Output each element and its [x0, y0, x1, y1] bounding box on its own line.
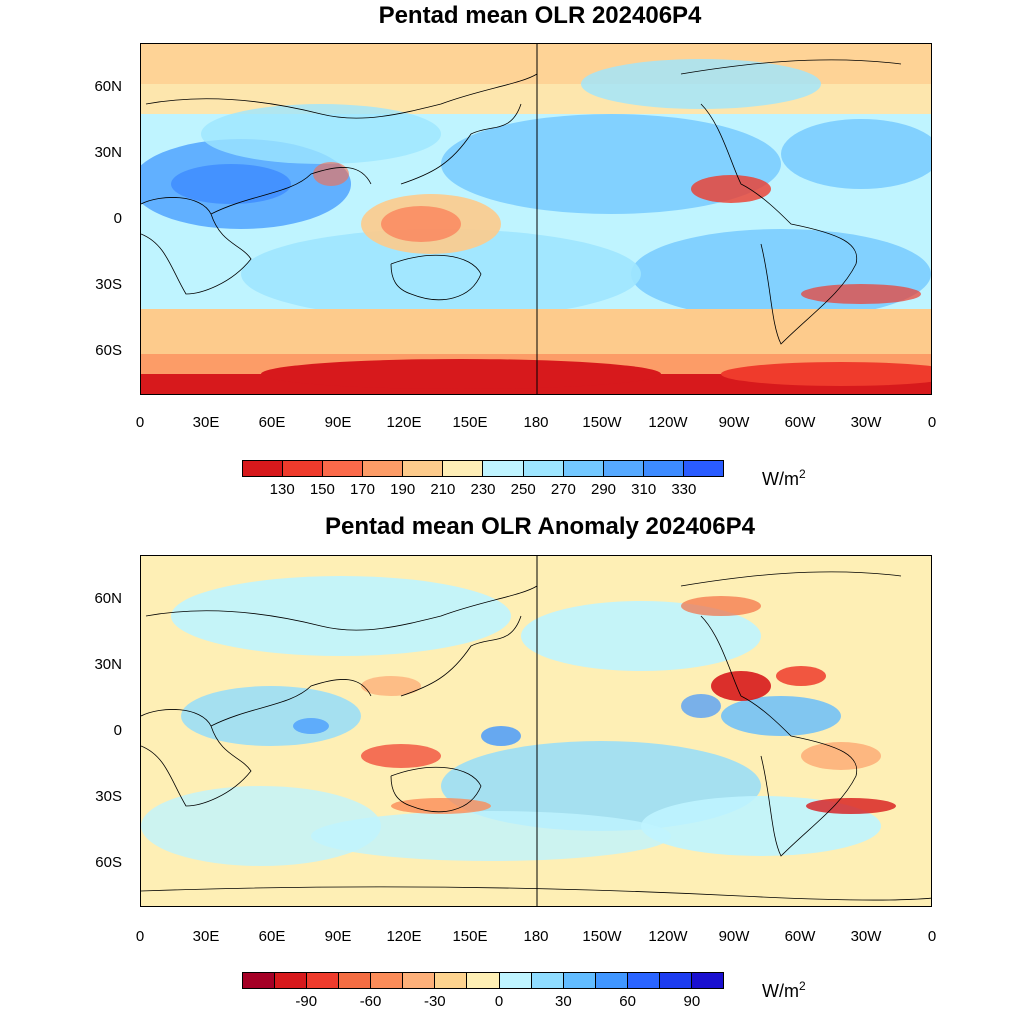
colorbar-swatch [691, 973, 723, 988]
colorbar-swatch [363, 461, 404, 476]
lon-label: 180 [523, 928, 549, 945]
colorbar-swatch [523, 461, 564, 476]
lon-label: 60W [784, 928, 816, 945]
colorbar-swatch [371, 973, 404, 988]
lon-label: 60E [258, 928, 286, 945]
colorbar-tick-label: 90 [683, 993, 701, 1010]
lon-label: 150E [452, 928, 488, 945]
lat-label: 60N [94, 78, 122, 95]
lon-label: 90E [324, 414, 352, 431]
colorbar-swatch [403, 461, 444, 476]
colorbar-swatch [683, 461, 723, 476]
colorbar-tick-label: 270 [550, 481, 576, 498]
colorbar-swatch [283, 461, 324, 476]
colorbar-tick-label: 290 [590, 481, 617, 498]
colorbar-unit: W/m2 [762, 467, 806, 489]
colorbar-swatch [275, 973, 308, 988]
lon-label: 120W [648, 414, 688, 431]
colorbar-swatch [307, 973, 340, 988]
colorbar-tick-label: 150 [309, 481, 335, 498]
lat-label: 0 [113, 722, 122, 739]
lon-label: 90E [324, 928, 352, 945]
lat-label: 30N [94, 656, 122, 673]
colorbar-swatch [403, 973, 436, 988]
colorbar-tick-label: 190 [390, 481, 416, 498]
colorbar-swatch [643, 461, 684, 476]
colorbar-swatch [467, 973, 500, 988]
olr-map [141, 44, 931, 394]
colorbar-tick-label: 210 [430, 481, 456, 498]
colorbar [242, 972, 724, 989]
lat-label: 30S [95, 788, 122, 805]
lon-label: 30E [192, 414, 220, 431]
panel-title: Pentad mean OLR Anomaly 202406P4 [325, 513, 755, 540]
map-plot [140, 43, 932, 395]
colorbar-tick-label: 310 [631, 481, 657, 498]
colorbar-swatch [595, 973, 628, 988]
panel-title: Pentad mean OLR 202406P4 [378, 2, 702, 29]
colorbar-tick-label: -60 [359, 993, 382, 1010]
lat-label: 60S [95, 342, 122, 359]
lat-label: 30N [94, 144, 122, 161]
colorbar-swatch [627, 973, 660, 988]
lon-label: 150E [452, 414, 488, 431]
colorbar-tick-label: 170 [349, 481, 376, 498]
colorbar-swatch [443, 461, 484, 476]
lon-label: 0 [135, 928, 145, 945]
olr-anomaly-map [141, 556, 931, 906]
colorbar-tick-label: 250 [510, 481, 536, 498]
lon-label: 30E [192, 928, 220, 945]
colorbar-swatch [435, 973, 468, 988]
colorbar-swatch [531, 973, 564, 988]
colorbar-swatch [563, 461, 604, 476]
lon-label: 90W [718, 928, 750, 945]
lon-label: 30W [850, 414, 882, 431]
colorbar-swatch [483, 461, 524, 476]
lon-label: 120W [648, 928, 688, 945]
lon-label: 180 [523, 414, 549, 431]
colorbar [242, 460, 724, 477]
lon-label: 0 [927, 928, 937, 945]
lat-label: 30S [95, 276, 122, 293]
lon-label: 150W [582, 414, 622, 431]
lon-label: 0 [135, 414, 145, 431]
lat-label: 60N [94, 590, 122, 607]
colorbar-swatch [659, 973, 692, 988]
lon-label: 150W [582, 928, 622, 945]
colorbar-swatch [323, 461, 364, 476]
lon-label: 90W [718, 414, 750, 431]
lat-label: 0 [113, 210, 122, 227]
lon-label: 30W [850, 928, 882, 945]
colorbar-swatch [499, 973, 532, 988]
colorbar-tick-label: -90 [295, 993, 318, 1010]
lon-label: 0 [927, 414, 937, 431]
lon-label: 60E [258, 414, 286, 431]
colorbar-tick-label: 30 [554, 993, 572, 1010]
colorbar-swatch [339, 973, 372, 988]
colorbar-tick-label: 230 [470, 481, 496, 498]
colorbar-tick-label: 60 [619, 993, 636, 1010]
colorbar-unit: W/m2 [762, 979, 806, 1001]
colorbar-tick-label: 330 [671, 481, 697, 498]
lat-label: 60S [95, 854, 122, 871]
lon-label: 120E [386, 414, 422, 431]
colorbar-swatch [243, 461, 284, 476]
map-plot [140, 555, 932, 907]
colorbar-swatch [603, 461, 644, 476]
lon-label: 120E [386, 928, 422, 945]
colorbar-tick-label: 130 [269, 481, 295, 498]
colorbar-tick-label: -30 [423, 993, 446, 1010]
lon-label: 60W [784, 414, 816, 431]
colorbar-swatch [563, 973, 596, 988]
colorbar-swatch [243, 973, 276, 988]
colorbar-tick-label: 0 [494, 993, 504, 1010]
